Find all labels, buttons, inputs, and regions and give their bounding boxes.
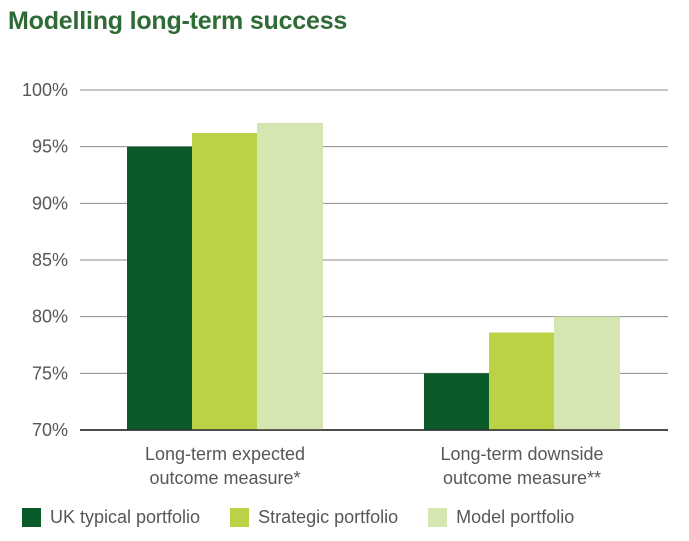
x-axis-categories: Long-term expected outcome measure* Long-t… (145, 444, 604, 488)
chart-title: Modelling long-term success (8, 7, 348, 35)
bar (127, 146, 193, 430)
x-category-label: Long-term downside (440, 444, 603, 464)
x-category-label: Long-term expected (145, 444, 305, 464)
bar (257, 122, 323, 430)
legend-item: Model portfolio (428, 507, 574, 528)
bar (192, 133, 258, 431)
legend-swatch (428, 508, 448, 527)
legend-item: Strategic portfolio (230, 507, 398, 528)
bar (424, 373, 490, 430)
legend-label: UK typical portfolio (50, 507, 201, 527)
x-category-label: outcome measure** (443, 468, 601, 488)
legend-item: UK typical portfolio (22, 507, 200, 528)
bar (554, 316, 620, 430)
bar (489, 332, 555, 430)
y-tick-label: 100% (22, 80, 68, 100)
legend: UK typical portfolio Strategic portfolio M… (22, 507, 604, 528)
y-tick-label: 85% (32, 250, 68, 270)
y-tick-label: 95% (32, 137, 68, 157)
y-axis-ticks: 70% 75% 80% 85% 90% 95% 100% (22, 80, 68, 440)
x-category-label: outcome measure* (149, 468, 300, 488)
y-tick-label: 80% (32, 307, 68, 327)
legend-label: Strategic portfolio (258, 507, 399, 527)
legend-label: Model portfolio (456, 507, 575, 527)
y-tick-label: 70% (32, 420, 68, 440)
legend-swatch (22, 508, 41, 527)
bars (80, 122, 668, 431)
legend-swatch (230, 508, 250, 527)
y-tick-label: 90% (32, 193, 68, 213)
y-tick-label: 75% (32, 363, 68, 383)
